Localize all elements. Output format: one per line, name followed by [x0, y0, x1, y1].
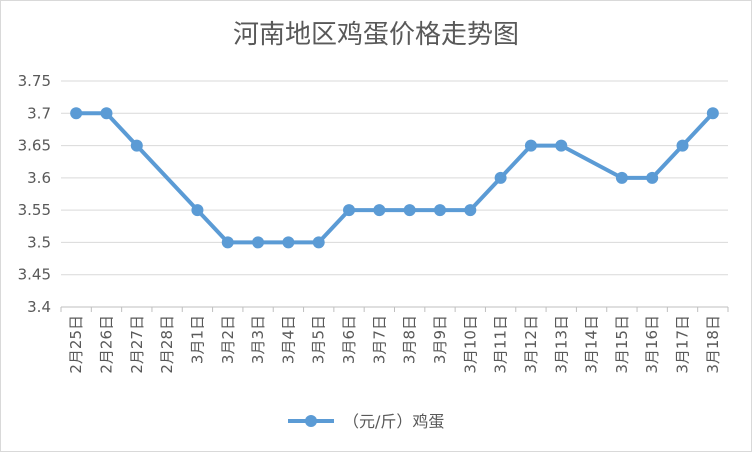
- y-tick-label: 3.45: [18, 266, 51, 284]
- y-tick-label: 3.7: [27, 104, 51, 122]
- legend-label: （元/斤）鸡蛋: [343, 412, 444, 431]
- chart-title: 河南地区鸡蛋价格走势图: [233, 20, 519, 50]
- x-tick-label: 3月6日: [340, 315, 358, 364]
- data-point: [615, 171, 628, 184]
- y-tick-label: 3.4: [27, 298, 51, 316]
- x-tick-label: 2月25日: [67, 315, 85, 374]
- y-tick-label: 3.65: [18, 137, 51, 155]
- x-tick-label: 3月18日: [704, 315, 722, 374]
- data-point: [221, 236, 234, 249]
- data-point: [646, 171, 659, 184]
- data-point: [403, 204, 416, 217]
- data-point: [676, 139, 689, 152]
- x-tick-label: 3月4日: [279, 315, 297, 364]
- data-point: [433, 204, 446, 217]
- y-tick-label: 3.6: [27, 169, 51, 187]
- x-tick-label: 3月3日: [249, 315, 267, 364]
- data-point: [191, 204, 204, 217]
- x-tick-label: 3月10日: [461, 315, 479, 374]
- x-tick-label: 2月26日: [97, 315, 115, 374]
- x-tick-label: 2月28日: [158, 315, 176, 374]
- x-tick-label: 3月5日: [310, 315, 328, 364]
- x-tick-label: 3月9日: [431, 315, 449, 364]
- y-tick-label: 3.5: [27, 233, 51, 251]
- data-point: [494, 171, 507, 184]
- data-point: [343, 204, 356, 217]
- x-tick-label: 3月12日: [522, 315, 540, 374]
- data-point: [312, 236, 325, 249]
- data-point: [555, 139, 568, 152]
- y-tick-label: 3.55: [18, 201, 51, 219]
- x-tick-label: 3月14日: [583, 315, 601, 374]
- data-point: [524, 139, 537, 152]
- axis-layer: 3.4 3.45 3.5 3.55 3.6 3.65 3.7 3.75 2月25日 2月26日 2月…: [18, 72, 729, 374]
- x-tick-label: 3月13日: [552, 315, 570, 374]
- data-point: [373, 204, 386, 217]
- data-point: [130, 139, 143, 152]
- x-tick-label: 2月27日: [128, 315, 146, 374]
- x-tick-label: 3月16日: [643, 315, 661, 374]
- x-tick-label: 3月7日: [370, 315, 388, 364]
- series-layer: [70, 107, 719, 249]
- legend-marker: [305, 415, 317, 427]
- x-tick-label: 3月8日: [401, 315, 419, 364]
- data-point: [464, 204, 477, 217]
- x-tick-label: 3月1日: [188, 315, 206, 364]
- x-tick-label: 3月17日: [674, 315, 692, 374]
- data-point: [252, 236, 265, 249]
- x-tick-label: 3月15日: [613, 315, 631, 374]
- data-point: [100, 107, 113, 120]
- data-point: [706, 107, 719, 120]
- x-tick-label: 3月2日: [219, 315, 237, 364]
- y-tick-label: 3.75: [18, 72, 51, 90]
- x-tick-label: 3月11日: [492, 315, 510, 374]
- data-point: [70, 107, 83, 120]
- data-point: [282, 236, 295, 249]
- series-line: [76, 111, 715, 245]
- legend: （元/斤）鸡蛋: [288, 412, 444, 431]
